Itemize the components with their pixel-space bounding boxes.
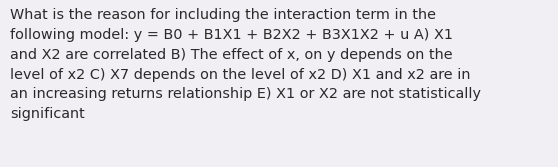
Text: What is the reason for including the interaction term in the
following model: y : What is the reason for including the int…	[10, 8, 481, 121]
